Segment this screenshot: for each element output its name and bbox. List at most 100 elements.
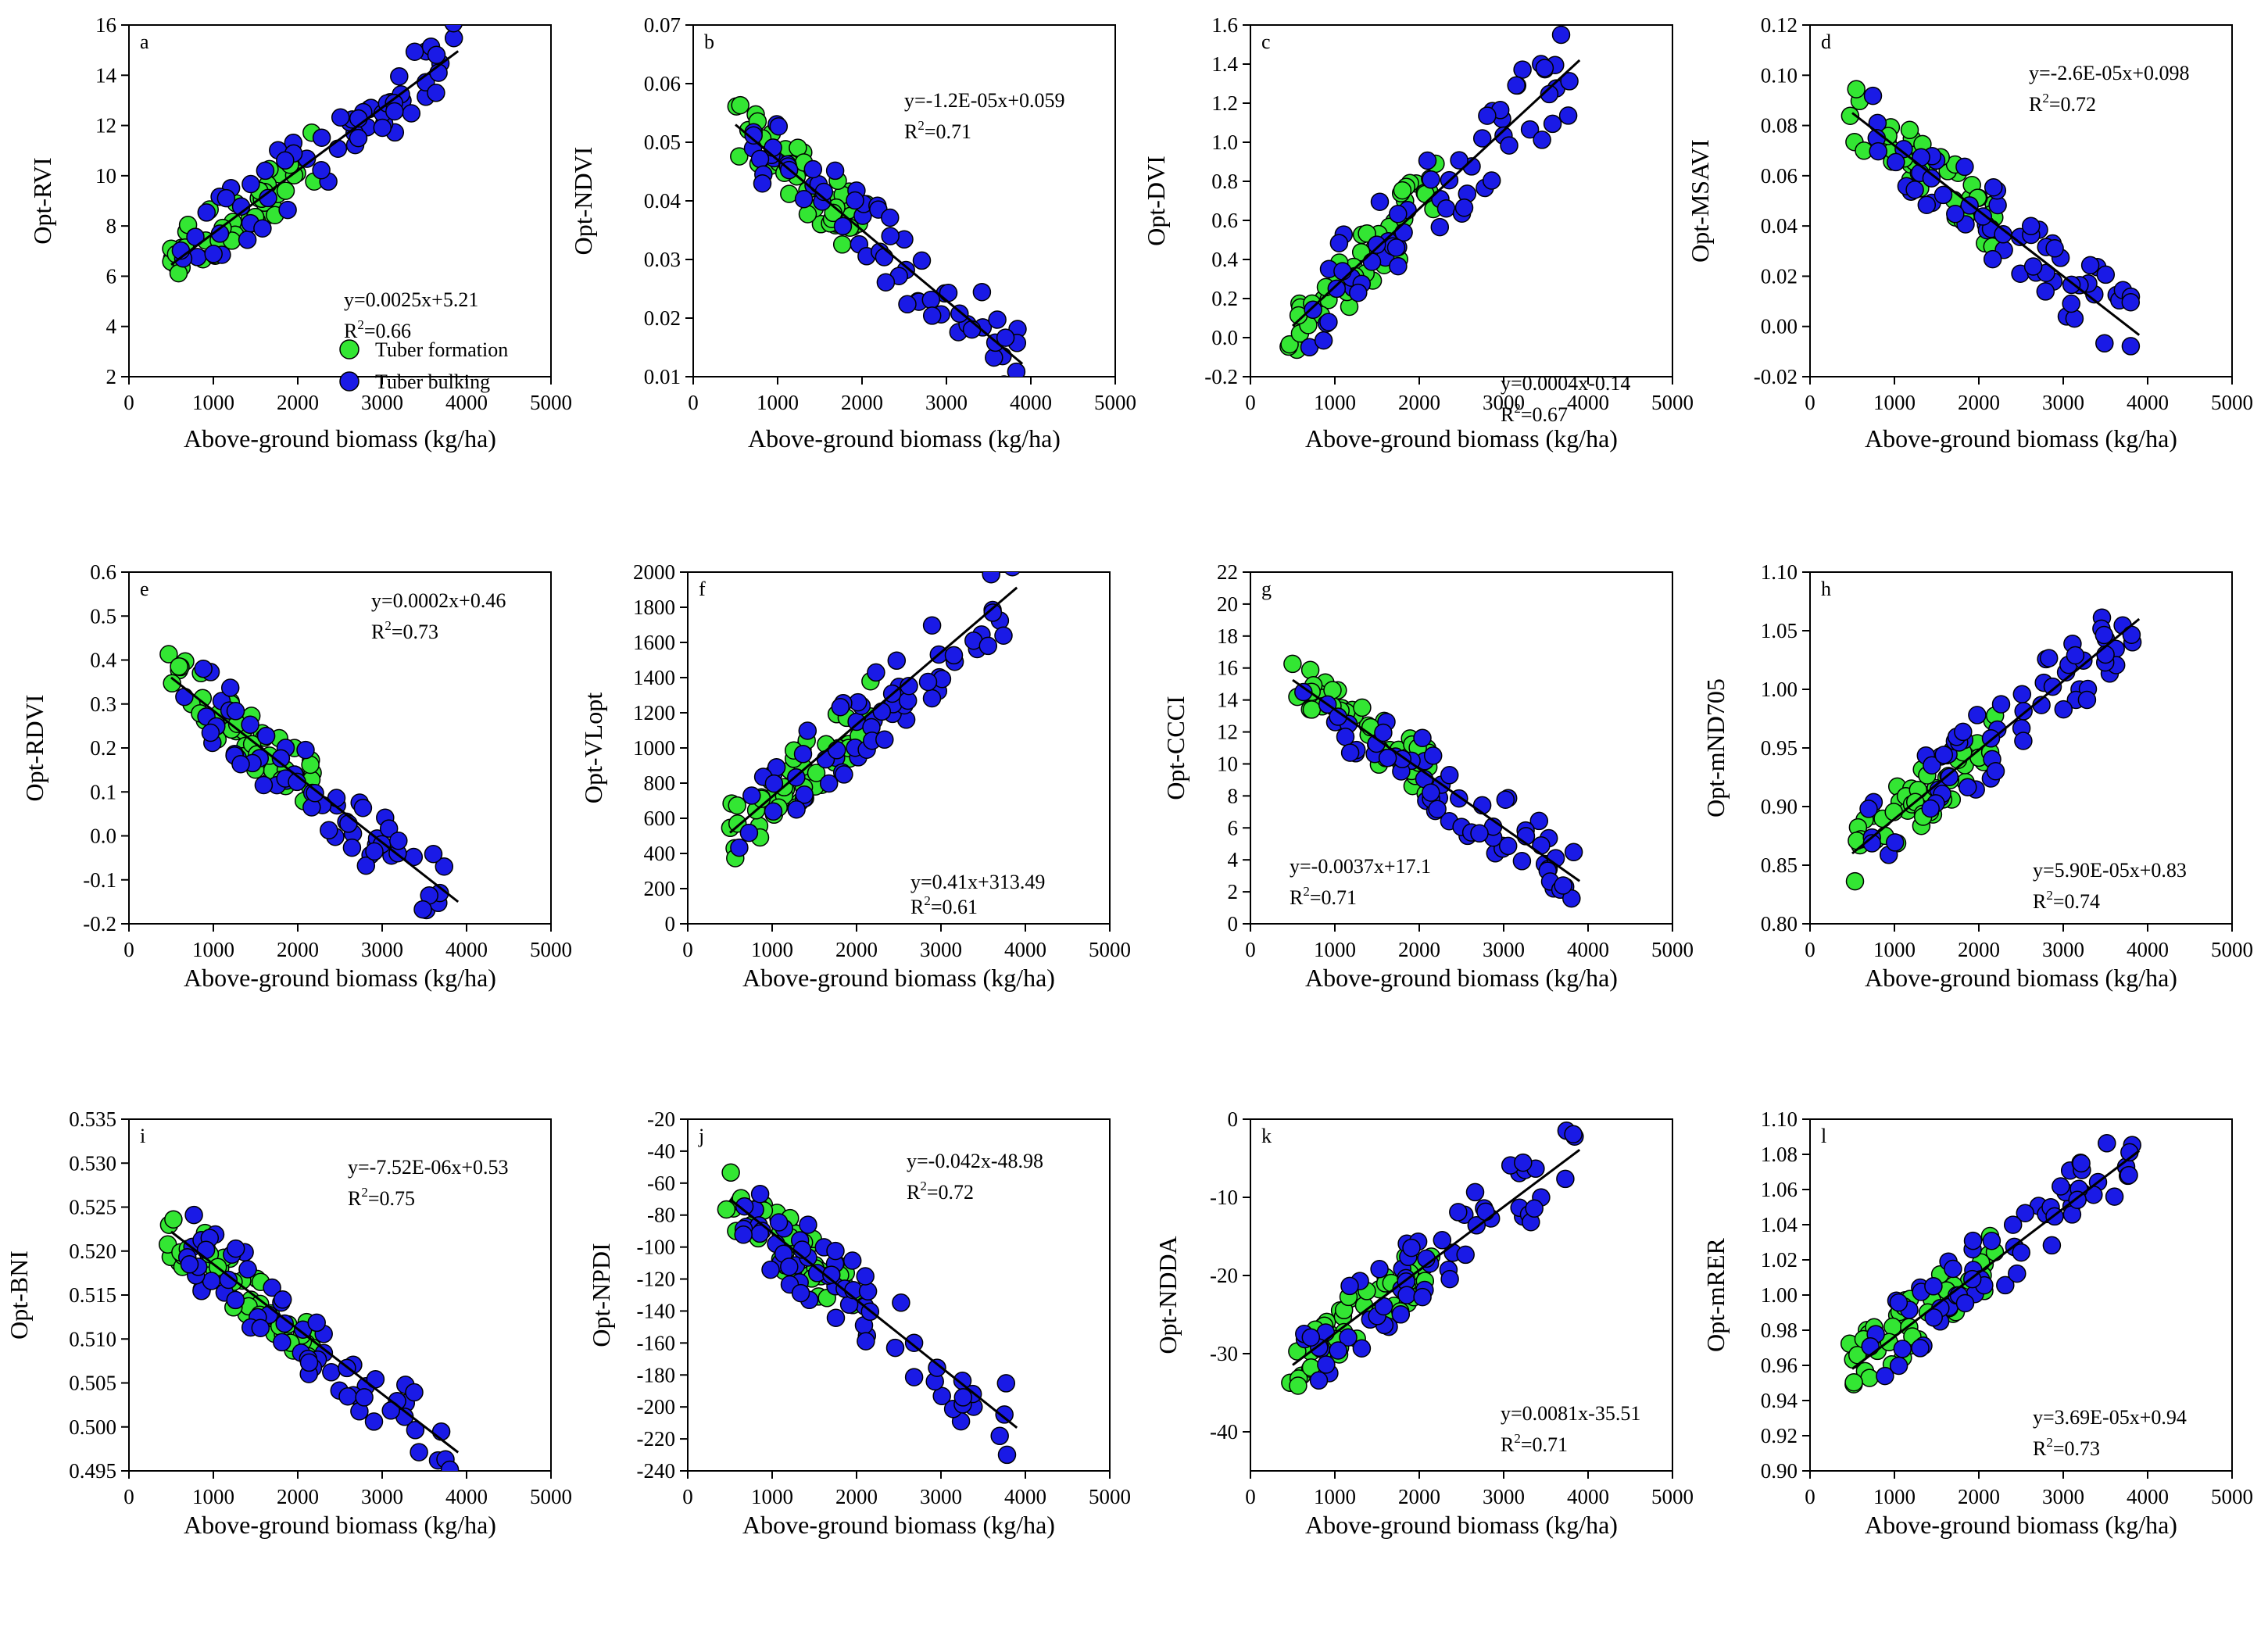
x-tick-label: 0 [1805, 1485, 1815, 1508]
scatter-point [405, 42, 424, 61]
y-axis-title: Opt-mND705 [1701, 678, 1730, 818]
x-tick-label: 2000 [835, 938, 878, 961]
scatter-point [1848, 831, 1866, 850]
scatter-point [2016, 1204, 2035, 1222]
y-axis-ticks: 0 2 4 6 8 10 12 14 16 18 20 22 [1217, 560, 1250, 936]
y-axis-ticks: 0.90 0.92 0.94 0.96 0.98 1.00 1.02 1.04 1.06 1.08… [1761, 1107, 1810, 1483]
scatter-point [1472, 796, 1492, 815]
scatter-point [1512, 852, 1532, 871]
scatter-point [356, 856, 376, 875]
scatter-point [402, 104, 421, 123]
x-tick-label: 4000 [2127, 391, 2169, 414]
y-axis-title: Opt-MSAVI [1686, 139, 1714, 263]
scatter-point [1327, 279, 1347, 299]
x-axis-title: Above-ground biomass (kg/ha) [1865, 1511, 2177, 1539]
scatter-point [717, 1200, 736, 1219]
y-tick-label: 1600 [633, 631, 675, 654]
scatter-point [990, 1426, 1009, 1446]
scatter-point [999, 375, 1009, 377]
scatter-point [342, 838, 362, 857]
y-tick-label: 0.08 [1761, 114, 1798, 138]
panel-letter: b [704, 30, 714, 53]
x-tick-label: 2000 [1958, 391, 2000, 414]
scatter-point [932, 1386, 951, 1406]
scatter-point [1529, 811, 1549, 831]
scatter-point [912, 251, 932, 270]
x-tick-label: 2000 [835, 1485, 878, 1508]
panel-letter: a [140, 30, 149, 53]
y-tick-label: 1.6 [1211, 13, 1238, 37]
y-tick-label: 2000 [633, 560, 675, 584]
x-tick-label: 4000 [445, 1485, 488, 1508]
panel-b: 0 1000 2000 3000 4000 5000 0.010.020.030.040.… [569, 13, 1136, 453]
scatter-point [2045, 239, 2064, 258]
scatter-point [1482, 171, 1501, 190]
scatter-point [241, 715, 259, 735]
scatter-point [1532, 836, 1551, 855]
scatter-point [1554, 876, 1572, 895]
scatter-point [1413, 728, 1432, 748]
x-tick-label: 1000 [1314, 938, 1356, 961]
scatter-point [410, 1443, 428, 1461]
scatter-point [2121, 337, 2141, 356]
y-tick-label: -200 [637, 1395, 676, 1419]
scatter-point [2077, 690, 2097, 710]
r-squared: R2=0.66 [344, 317, 411, 342]
scatter-point [1535, 59, 1554, 77]
scatter-point [793, 745, 813, 764]
scatter-point [364, 1412, 384, 1431]
scatter-point [2066, 646, 2085, 665]
x-tick-label: 3000 [361, 938, 403, 961]
y-tick-label: 1.4 [1211, 52, 1238, 76]
scatter-point [978, 636, 998, 656]
scatter-point [1845, 871, 1865, 891]
regression-line [170, 1230, 460, 1454]
scatter-point [831, 697, 850, 717]
regression-equation: y=0.41x+313.49 [910, 871, 1045, 893]
scatter-point [385, 102, 404, 121]
y-tick-label: 800 [644, 771, 676, 795]
y-tick-label: -120 [637, 1268, 676, 1291]
data-points [721, 572, 1021, 868]
y-tick-label: -0.1 [83, 868, 116, 892]
scatter-point [276, 181, 295, 200]
scatter-point [271, 749, 291, 768]
scatter-point [872, 702, 892, 721]
x-tick-label: 2000 [277, 1485, 319, 1508]
plot-frame [1809, 24, 2233, 377]
scatter-point [1991, 695, 2011, 714]
scatter-point [928, 1358, 946, 1377]
scatter-point [1367, 235, 1386, 254]
scatter-point [1397, 1286, 1416, 1304]
scatter-point [1352, 1339, 1372, 1358]
scatter-point [196, 1240, 216, 1259]
x-axis-title: Above-ground biomass (kg/ha) [1865, 964, 2177, 992]
scatter-point [320, 821, 338, 840]
r-squared: R2=0.75 [348, 1185, 415, 1210]
panel-letter: i [140, 1125, 145, 1147]
y-tick-label: 4 [1228, 848, 1239, 871]
scatter-point [1556, 1169, 1575, 1189]
scatter-point [798, 205, 817, 224]
scatter-point [1333, 262, 1352, 281]
scatter-point [1329, 234, 1349, 252]
x-tick-label: 3000 [1483, 938, 1525, 961]
y-tick-label: 2 [106, 365, 117, 388]
scatter-point [922, 616, 942, 635]
scatter-point [226, 1239, 245, 1258]
scatter-point [413, 900, 432, 919]
y-tick-label: 0.80 [1761, 912, 1798, 936]
scatter-point [349, 128, 368, 148]
y-tick-label: 1.05 [1761, 619, 1798, 642]
y-tick-label: 1000 [633, 736, 675, 760]
scatter-point [1533, 131, 1551, 149]
scatter-point [2095, 334, 2114, 353]
x-tick-label: 2000 [1958, 938, 2000, 961]
x-tick-label: 5000 [2211, 938, 2253, 961]
y-tick-label: 1400 [633, 666, 675, 689]
scatter-point [2098, 1134, 2116, 1153]
x-tick-label: 0 [682, 938, 693, 961]
scatter-point [1283, 654, 1302, 674]
y-tick-label: 14 [1217, 689, 1239, 712]
scatter-point [769, 1213, 789, 1232]
